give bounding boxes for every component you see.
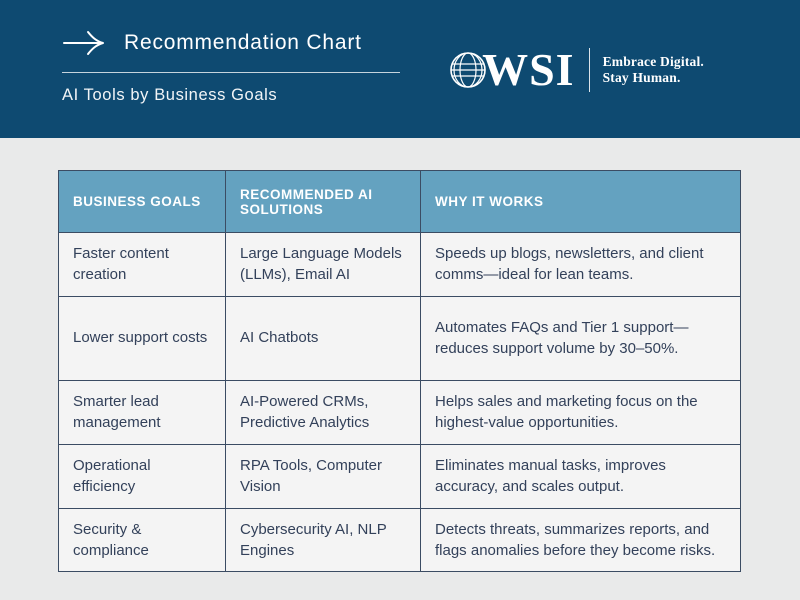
cell-why: Eliminates manual tasks, improves accura… [420, 443, 741, 509]
page-subtitle: AI Tools by Business Goals [62, 86, 278, 104]
table-row: Smarter lead management AI-Powered CRMs,… [58, 379, 741, 445]
table-row: Lower support costs AI Chatbots Automate… [58, 295, 741, 381]
cell-goal: Faster content creation [58, 232, 226, 297]
table-row: Operational efficiency RPA Tools, Comput… [58, 443, 741, 509]
cell-why: Detects threats, summarizes reports, and… [420, 507, 741, 573]
cell-solution: Cybersecurity AI, NLP Engines [225, 507, 421, 573]
cell-why: Helps sales and marketing focus on the h… [420, 379, 741, 445]
table-header-row: BUSINESS GOALS RECOMMENDED AI SOLUTIONS … [58, 170, 741, 233]
header-band: Recommendation Chart AI Tools by Busines… [0, 0, 800, 138]
wsi-logo-text: WSI [482, 44, 575, 95]
table-container: BUSINESS GOALS RECOMMENDED AI SOLUTIONS … [58, 170, 741, 573]
cell-why: Automates FAQs and Tier 1 support—reduce… [420, 295, 741, 381]
cell-goal: Smarter lead management [58, 379, 226, 445]
table-row: Security & compliance Cybersecurity AI, … [58, 507, 741, 573]
cell-goal: Security & compliance [58, 507, 226, 573]
header-left: Recommendation Chart AI Tools by Busines… [62, 28, 422, 105]
cell-solution: AI-Powered CRMs, Predictive Analytics [225, 379, 421, 445]
cell-solution: AI Chatbots [225, 295, 421, 381]
tagline-line-1: Embrace Digital. [602, 53, 704, 69]
arrow-right-icon [62, 28, 106, 58]
logo-divider [588, 48, 590, 92]
table-row: Faster content creation Large Language M… [58, 232, 741, 297]
logo-tagline: Embrace Digital. Stay Human. [603, 54, 704, 86]
column-header-why-it-works: WHY IT WORKS [420, 170, 741, 233]
cell-goal: Lower support costs [58, 295, 226, 381]
column-header-business-goals: BUSINESS GOALS [58, 170, 226, 233]
cell-solution: RPA Tools, Computer Vision [225, 443, 421, 509]
globe-icon [446, 48, 490, 92]
column-header-recommended-ai-solutions: RECOMMENDED AI SOLUTIONS [225, 170, 421, 233]
cell-goal: Operational efficiency [58, 443, 226, 509]
recommendation-table: BUSINESS GOALS RECOMMENDED AI SOLUTIONS … [58, 170, 741, 573]
tagline-line-2: Stay Human. [602, 70, 681, 85]
wsi-logo: WSI Embrace Digital. Stay Human. [446, 47, 704, 93]
cell-why: Speeds up blogs, newsletters, and client… [420, 232, 741, 297]
title-divider [62, 72, 400, 73]
page-title: Recommendation Chart [124, 31, 362, 54]
cell-solution: Large Language Models (LLMs), Email AI [225, 232, 421, 297]
